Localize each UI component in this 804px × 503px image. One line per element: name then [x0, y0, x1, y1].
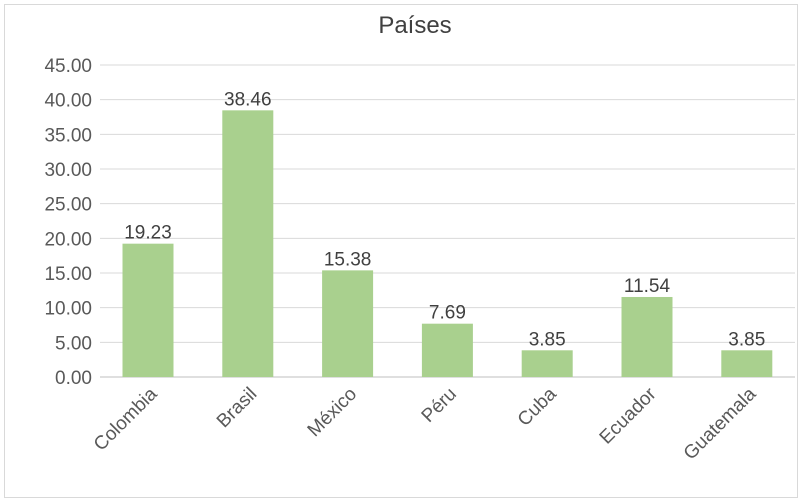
y-tick-label: 15.00: [44, 264, 92, 285]
y-axis-tick-labels: 0.00 5.00 10.00 15.00 20.00 25.00 30.00 35.00 40…: [44, 56, 92, 389]
x-category-label: Péru: [418, 384, 461, 427]
x-axis-category-labels: Colombia Brasil México Péru Cuba Ecuador Guate…: [90, 383, 761, 464]
y-tick-label: 25.00: [44, 195, 92, 216]
data-label: 15.38: [324, 249, 372, 270]
bars: [122, 110, 773, 378]
bar-cuba: [521, 350, 573, 377]
data-label: 38.46: [224, 89, 272, 110]
y-tick-label: 30.00: [44, 160, 92, 181]
y-tick-label: 45.00: [44, 56, 92, 77]
x-category-label: Guatemala: [680, 383, 761, 464]
data-labels: 19.23 38.46 15.38 7.69 3.85 11.54 3.85: [124, 89, 765, 350]
x-category-label: Cuba: [514, 383, 561, 430]
bar-guatemala: [721, 350, 773, 377]
bar-péru: [421, 323, 473, 377]
x-category-label: Brasil: [213, 384, 261, 432]
x-category-label: Ecuador: [596, 383, 661, 448]
bar-méxico: [322, 270, 374, 377]
data-label: 3.85: [529, 329, 566, 350]
bar-brasil: [222, 110, 274, 378]
data-label: 19.23: [124, 223, 172, 244]
y-tick-label: 40.00: [44, 91, 92, 112]
y-tick-label: 0.00: [55, 368, 92, 389]
x-category-label: Colombia: [90, 383, 162, 455]
y-tick-label: 20.00: [44, 229, 92, 250]
x-category-label: México: [304, 384, 361, 441]
gridlines: [100, 64, 795, 378]
data-label: 7.69: [429, 303, 466, 324]
y-tick-label: 10.00: [44, 299, 92, 320]
chart-title: Países: [378, 12, 452, 39]
data-label: 11.54: [624, 276, 671, 297]
data-label: 3.85: [728, 329, 765, 350]
y-tick-label: 5.00: [55, 333, 92, 354]
bar-colombia: [122, 243, 174, 377]
y-tick-label: 35.00: [44, 125, 92, 146]
bar-ecuador: [621, 296, 673, 377]
